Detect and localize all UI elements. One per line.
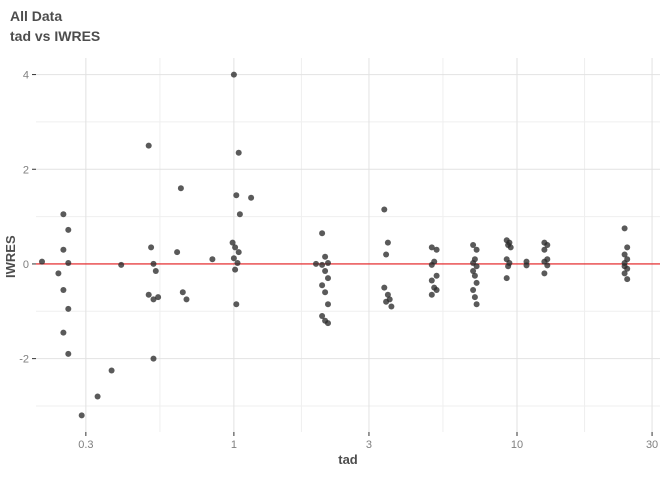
svg-text:0.3: 0.3 — [78, 439, 93, 451]
svg-text:4: 4 — [23, 70, 29, 82]
y-axis-title: IWRES — [3, 235, 18, 278]
chart-subtitle: tad vs IWRES — [10, 28, 101, 44]
svg-text:3: 3 — [366, 439, 372, 451]
chart-title: All Data — [10, 8, 63, 24]
svg-text:1: 1 — [231, 439, 237, 451]
svg-text:-2: -2 — [19, 354, 29, 366]
svg-text:30: 30 — [646, 439, 658, 451]
svg-text:0: 0 — [23, 259, 29, 271]
svg-text:2: 2 — [23, 164, 29, 176]
svg-text:10: 10 — [511, 439, 523, 451]
x-axis-title: tad — [338, 452, 358, 467]
